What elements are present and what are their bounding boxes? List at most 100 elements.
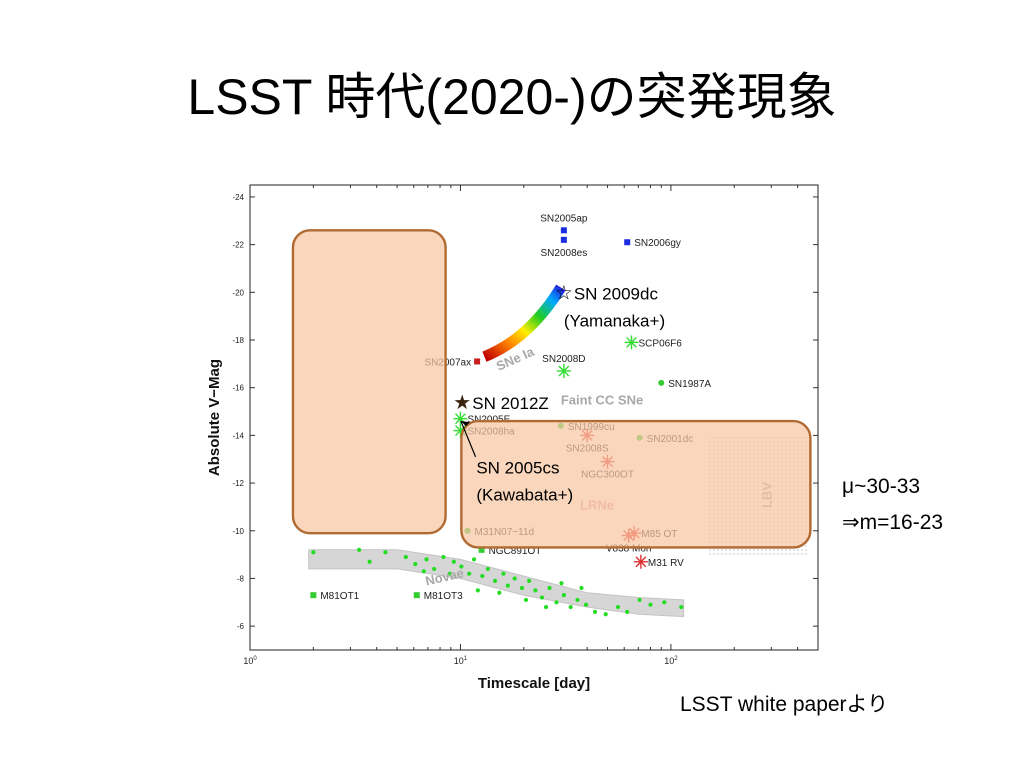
nova-point <box>579 585 584 591</box>
y-tick-label: -14 <box>232 431 244 440</box>
nova-point <box>648 602 653 607</box>
nova-point <box>592 609 598 614</box>
object-marker-sn2008es <box>560 236 567 243</box>
object-label-m81ot1: M81OT1 <box>320 591 359 602</box>
nova-point <box>575 597 580 603</box>
y-tick-label: -24 <box>232 193 244 202</box>
nova-point <box>367 559 372 564</box>
nova-point <box>603 612 608 617</box>
snia-track <box>482 284 566 362</box>
nova-point <box>467 571 472 576</box>
y-tick-label: -6 <box>237 622 245 631</box>
nova-point <box>543 604 549 610</box>
nova-point <box>547 585 552 591</box>
y-tick-label: -22 <box>232 241 244 250</box>
nova-point <box>512 576 517 581</box>
nova-point <box>519 585 525 591</box>
annotation-sn-2005cs-text: SN 2005cs <box>476 458 559 477</box>
distance-modulus-text: μ~30-33 <box>842 475 921 498</box>
nova-point <box>413 562 418 567</box>
nova-point <box>568 604 573 610</box>
object-marker-m81ot3 <box>413 592 420 599</box>
object-marker-scp06f6 <box>624 335 639 350</box>
nova-point <box>475 588 480 593</box>
slide-title: LSST 時代(2020-)の突発現象 <box>187 69 837 125</box>
nova-point <box>554 600 559 605</box>
object-label-m31-rv: M31 RV <box>648 558 684 569</box>
object-label-scp06f6: SCP06F6 <box>639 338 683 349</box>
highlight-box-1 <box>291 229 447 535</box>
object-label-sn2006gy: SN2006gy <box>634 238 681 249</box>
object-marker-m81ot1 <box>310 592 317 599</box>
magnitude-range-text: ⇒m=16-23 <box>842 511 944 534</box>
annotation-sn-2009dc-marker: ☆ <box>555 282 573 304</box>
object-label-sn2008d: SN2008D <box>542 354 585 365</box>
nova-point <box>432 566 437 572</box>
object-label-sn2008es: SN2008es <box>541 248 588 259</box>
nova-point <box>485 566 490 572</box>
nova-point <box>505 583 510 588</box>
object-label-ngc891ot: NGC891OT <box>489 546 542 557</box>
object-marker-sn1987a <box>658 379 665 386</box>
annotation-sn-2009dc-text: SN 2009dc <box>574 284 659 303</box>
novae-band <box>308 549 685 618</box>
nova-point <box>451 559 456 564</box>
nova-point <box>424 557 429 562</box>
object-marker-sn2007ax <box>474 358 481 365</box>
nova-point <box>662 600 667 605</box>
annotation-sn-2012z-marker: ★ <box>453 392 471 414</box>
object-label-v838-mon: V838 Mon <box>606 544 652 555</box>
y-tick-label: -10 <box>232 527 244 536</box>
nova-point <box>615 604 621 610</box>
nova-point <box>539 595 545 600</box>
nova-point <box>637 597 642 603</box>
nova-point <box>383 550 388 555</box>
nova-point <box>403 554 408 560</box>
nova-point <box>357 547 362 552</box>
nova-point <box>559 581 564 586</box>
object-marker-m31-rv <box>633 554 648 569</box>
nova-point <box>561 593 566 598</box>
y-tick-label: -12 <box>232 479 244 488</box>
sn2005cs-pointer-head <box>460 421 470 427</box>
nova-point <box>441 554 446 560</box>
sn2005cs-pointer-line <box>460 420 477 458</box>
y-axis-label: Absolute V−Mag <box>206 359 223 476</box>
object-label-m81ot3: M81OT3 <box>424 591 463 602</box>
x-tick-label: 102 <box>664 656 678 666</box>
nova-point <box>480 573 485 579</box>
y-tick-label: -18 <box>232 336 244 345</box>
nova-point <box>527 578 532 583</box>
nova-point <box>421 569 426 574</box>
y-tick-label: -8 <box>237 574 245 583</box>
object-marker-sn2008d <box>556 364 571 378</box>
annotation-sn-2005cs-subtext: (Kawabata+) <box>476 485 573 504</box>
nova-point <box>311 550 316 555</box>
object-label-sn1987a: SN1987A <box>668 379 711 390</box>
nova-point <box>523 597 529 603</box>
nova-point <box>471 557 477 562</box>
x-tick-label: 101 <box>454 656 468 666</box>
nova-point <box>501 571 506 576</box>
x-tick-label: 100 <box>243 656 257 666</box>
nova-point <box>625 609 630 614</box>
source-credit-text: LSST white paperより <box>680 693 889 716</box>
object-marker-ngc891ot <box>478 546 485 553</box>
y-tick-label: -16 <box>232 384 244 393</box>
nova-point <box>679 604 684 610</box>
nova-point <box>492 578 498 583</box>
region-label-faint-cc: Faint CC SNe <box>561 392 643 407</box>
nova-point <box>533 588 538 593</box>
nova-point <box>497 590 502 595</box>
plot-frame <box>249 184 819 651</box>
nova-point <box>583 602 589 607</box>
nova-point <box>459 564 464 569</box>
object-marker-sn2006gy <box>624 239 631 246</box>
y-tick-label: -20 <box>232 288 244 297</box>
object-label-sn2007ax: SN2007ax <box>424 357 471 368</box>
object-marker-sn2005ap <box>560 227 567 234</box>
annotation-sn-2012z-text: SN 2012Z <box>472 394 549 413</box>
highlight-box-2 <box>460 419 812 549</box>
nova-point <box>447 571 452 576</box>
